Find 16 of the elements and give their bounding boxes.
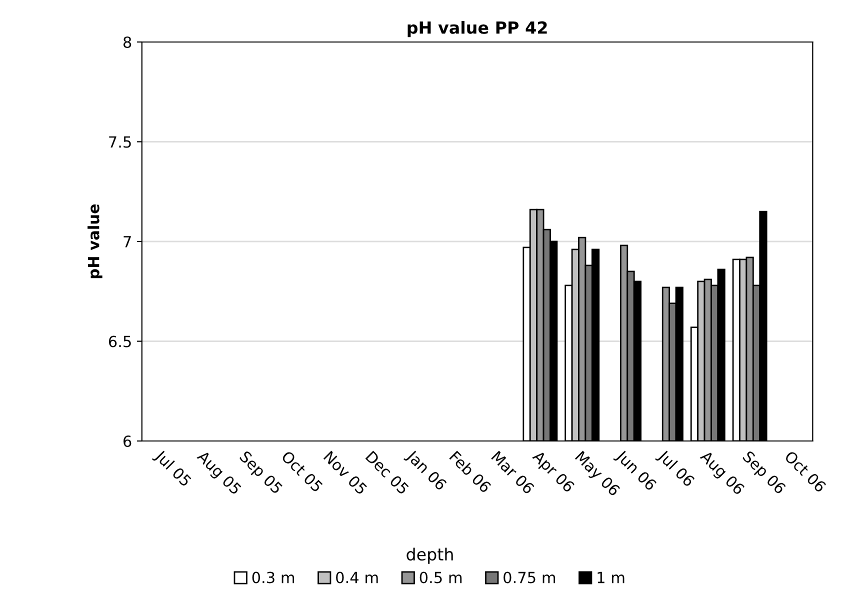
y-tick-label: 7 [124, 236, 131, 248]
y-axis-title: pH value [88, 204, 102, 278]
x-tick-label: Jul 05 [152, 448, 192, 489]
legend-title: depth [406, 548, 453, 564]
chart-title: pH value PP 42 [408, 21, 547, 38]
legend-label: 1 m [598, 572, 624, 584]
legend-label: 0.75 m [504, 572, 556, 584]
y-tick-label: 6 [124, 435, 132, 448]
legend-label: 0.5 m [420, 572, 462, 584]
y-tick-label: 8 [123, 36, 132, 48]
x-tick-label: Feb 06 [449, 450, 492, 494]
y-tick-label: 6.5 [108, 336, 131, 348]
legend-label: 0.4 m [336, 572, 378, 584]
y-tick-label: 7.5 [109, 136, 131, 148]
legend-label: 0.3 m [252, 572, 294, 584]
x-tick-label: Jul 06 [655, 448, 696, 490]
